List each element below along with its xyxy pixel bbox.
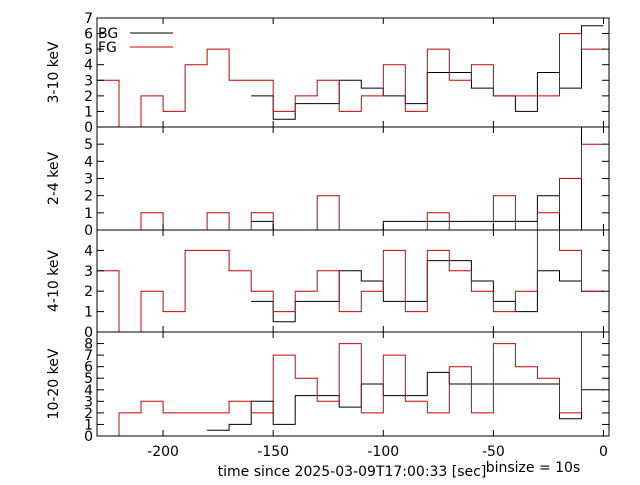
panel-frame [96,331,610,437]
y-tick-label: 8 [84,337,93,353]
series-fg-line [97,33,604,127]
x-tick-label: -100 [367,444,399,460]
y-tick-label: 5 [84,371,93,387]
x-axis-label: time since 2025-03-09T17:00:33 [sec] [218,464,487,480]
x-tick-label: 0 [599,444,608,460]
y-tick-label: 4 [84,154,93,170]
y-tick-label: 1 [84,417,93,433]
y-tick-label: 1 [84,104,93,120]
y-tick-label: 5 [84,42,93,58]
y-tick-label: 1 [84,206,93,222]
y-axis-label: 10-20 keV [46,348,62,419]
y-axis-label: 2-4 keV [46,152,62,206]
y-tick-label: 2 [84,284,93,300]
y-tick-label: 6 [84,360,93,376]
y-tick-label: 2 [84,89,93,105]
y-tick-label: 0 [84,325,93,341]
y-tick-label: 1 [84,305,93,321]
y-tick-label: 0 [84,120,93,136]
series-fg-line [97,143,604,230]
y-tick-label: 6 [84,27,93,43]
series-fg-line [97,332,604,436]
y-axis-label: 3-10 keV [46,41,62,103]
y-tick-label: 5 [84,137,93,153]
x-tick-label: -50 [482,444,505,460]
y-tick-label: 7 [84,348,93,364]
y-tick-label: 3 [84,394,93,410]
y-tick-label: 7 [84,11,93,27]
series-fg-line [97,230,604,332]
y-tick-label: 4 [84,243,93,259]
y-tick-label: 0 [84,429,93,445]
y-tick-label: 0 [84,223,93,239]
binsize-annotation: binsize = 10s [486,460,581,476]
y-tick-label: 4 [84,58,93,74]
y-tick-label: 3 [84,264,93,280]
x-axis-ticks: -200 -150 -100 -50 0 [147,444,608,460]
y-tick-label: 4 [84,383,93,399]
y-tick-label: 2 [84,406,93,422]
x-tick-label: -150 [257,444,289,460]
panel-3: 0 1 2 3 4 4-10 keV [46,229,610,341]
x-tick-label: -200 [147,444,179,460]
legend-label-bg: BG [98,26,118,42]
y-tick-label: 3 [84,73,93,89]
y-tick-label: 3 [84,172,93,188]
y-axis-label: 4-10 keV [46,250,62,312]
y-tick-label: 2 [84,189,93,205]
legend-label-fg: FG [98,40,117,56]
